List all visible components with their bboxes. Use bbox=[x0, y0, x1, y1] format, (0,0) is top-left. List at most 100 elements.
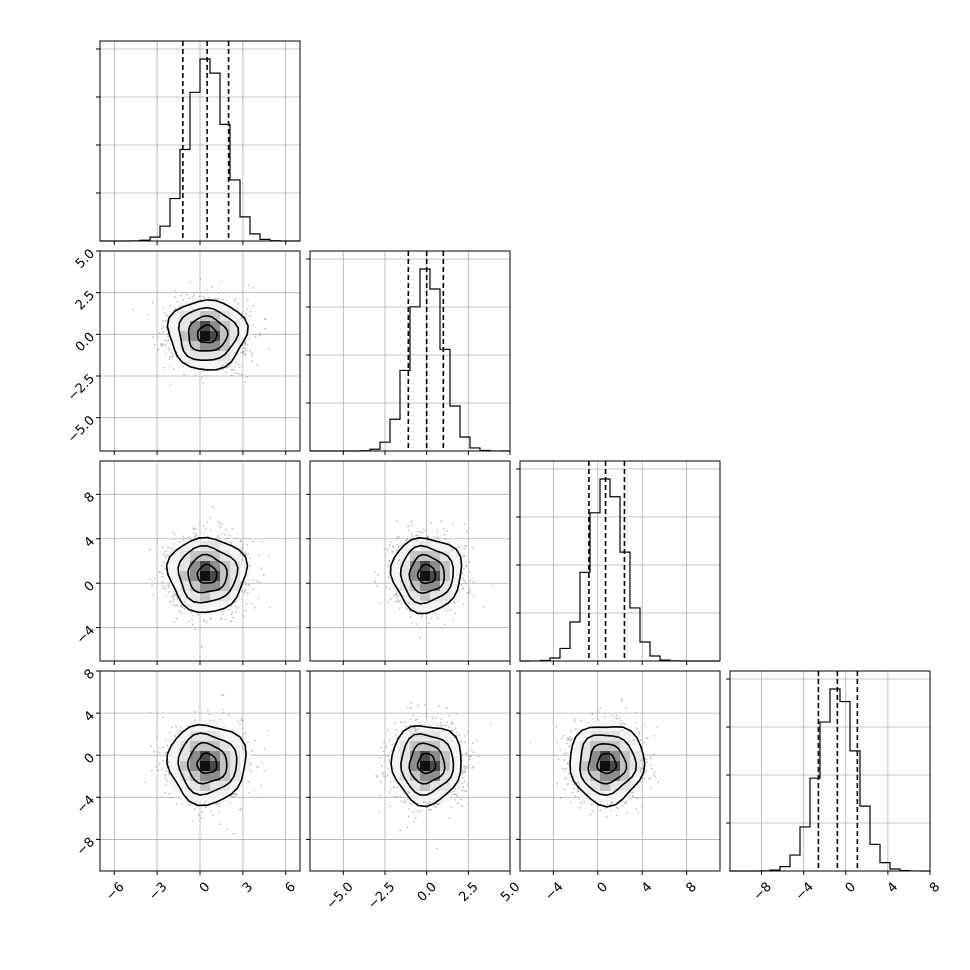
scatter-point bbox=[242, 543, 244, 546]
scatter-point bbox=[175, 725, 178, 728]
scatter-point bbox=[165, 770, 168, 773]
density-cell bbox=[630, 761, 641, 772]
density-cell bbox=[220, 571, 231, 582]
scatter-point bbox=[555, 725, 558, 728]
density-cell bbox=[430, 551, 441, 562]
scatter-point bbox=[643, 778, 646, 780]
scatter-point bbox=[198, 295, 201, 298]
density-cell bbox=[420, 561, 431, 572]
scatter-point bbox=[388, 543, 391, 546]
scatter-point bbox=[395, 593, 398, 595]
scatter-point bbox=[468, 587, 471, 590]
scatter-point bbox=[167, 346, 170, 349]
density-cell bbox=[440, 731, 451, 742]
scatter-point bbox=[201, 810, 203, 813]
density-cell bbox=[210, 591, 221, 602]
scatter-point bbox=[461, 776, 464, 779]
scatter-point bbox=[456, 794, 459, 797]
density-cell bbox=[590, 781, 601, 792]
scatter-point bbox=[465, 751, 468, 754]
density-cell bbox=[590, 761, 601, 772]
scatter-point bbox=[463, 768, 466, 771]
scatter-point bbox=[173, 621, 176, 623]
scatter-point bbox=[168, 349, 171, 351]
scatter-point bbox=[421, 614, 424, 616]
scatter-point bbox=[648, 777, 650, 780]
scatter-point bbox=[453, 601, 456, 604]
scatter-point bbox=[169, 304, 172, 307]
density-cell bbox=[220, 771, 231, 782]
density-cell bbox=[180, 571, 191, 582]
scatter-point bbox=[199, 644, 202, 647]
density-cell bbox=[190, 791, 201, 802]
scatter-point bbox=[263, 747, 266, 750]
scatter-point bbox=[454, 612, 457, 615]
scatter-point bbox=[428, 808, 431, 811]
scatter-point bbox=[242, 352, 245, 355]
contour-line bbox=[186, 741, 228, 785]
scatter-point bbox=[467, 591, 470, 594]
scatter-point bbox=[565, 742, 568, 745]
density-cell bbox=[430, 751, 441, 762]
scatter-point bbox=[462, 765, 465, 768]
scatter-point bbox=[393, 594, 395, 597]
scatter-point bbox=[615, 717, 618, 720]
scatter-point bbox=[424, 529, 427, 532]
density-cell bbox=[230, 781, 241, 792]
scatter-point bbox=[226, 366, 228, 369]
density-cell bbox=[410, 771, 421, 782]
scatter-point bbox=[395, 796, 397, 798]
scatter-point bbox=[151, 769, 153, 772]
density-cell bbox=[410, 781, 421, 792]
density-cell bbox=[190, 761, 201, 772]
scatter-point bbox=[573, 787, 575, 790]
scatter-point bbox=[477, 755, 480, 758]
density-cell bbox=[200, 571, 211, 582]
scatter-point bbox=[445, 530, 448, 533]
scatter-point bbox=[242, 615, 245, 618]
scatter-point bbox=[162, 306, 164, 309]
scatter-point bbox=[409, 616, 412, 618]
scatter-point bbox=[631, 794, 634, 797]
scatter-point bbox=[162, 561, 165, 563]
scatter-point bbox=[174, 290, 177, 292]
scatter-point bbox=[463, 555, 466, 558]
density-cell bbox=[570, 751, 581, 762]
scatter-point bbox=[187, 725, 190, 728]
scatter-point bbox=[156, 735, 158, 738]
scatter-point bbox=[410, 707, 412, 710]
density-cell bbox=[400, 541, 411, 552]
scatter-point bbox=[250, 602, 253, 605]
density-cell bbox=[220, 341, 231, 352]
scatter-point bbox=[559, 749, 562, 752]
scatter-point bbox=[392, 551, 395, 553]
scatter-point bbox=[587, 722, 589, 725]
density-cell bbox=[410, 731, 421, 742]
scatter-point bbox=[472, 766, 475, 768]
density-cell bbox=[190, 321, 201, 332]
scatter-point bbox=[592, 717, 595, 720]
scatter-point bbox=[167, 760, 170, 763]
scatter-point bbox=[222, 711, 225, 714]
density-cell bbox=[200, 551, 211, 562]
scatter-point bbox=[382, 775, 385, 778]
scatter-point bbox=[230, 368, 232, 371]
density-cell bbox=[400, 781, 411, 792]
scatter-point bbox=[219, 718, 222, 721]
scatter-point bbox=[245, 602, 248, 605]
density-cell bbox=[190, 561, 201, 572]
scatter-point bbox=[244, 354, 247, 357]
x-tick-label: 0.0 bbox=[415, 880, 440, 905]
scatter-point bbox=[149, 548, 151, 551]
scatter-point bbox=[162, 343, 165, 346]
density-cell bbox=[210, 331, 221, 342]
scatter-point bbox=[563, 752, 566, 755]
scatter-point bbox=[250, 352, 253, 355]
scatter-point bbox=[236, 307, 239, 310]
density-cell bbox=[420, 571, 431, 582]
density-cell bbox=[230, 551, 241, 562]
scatter-point bbox=[436, 617, 439, 619]
axes-frame bbox=[309, 250, 511, 452]
scatter-point bbox=[389, 788, 392, 790]
scatter-point bbox=[578, 806, 581, 809]
